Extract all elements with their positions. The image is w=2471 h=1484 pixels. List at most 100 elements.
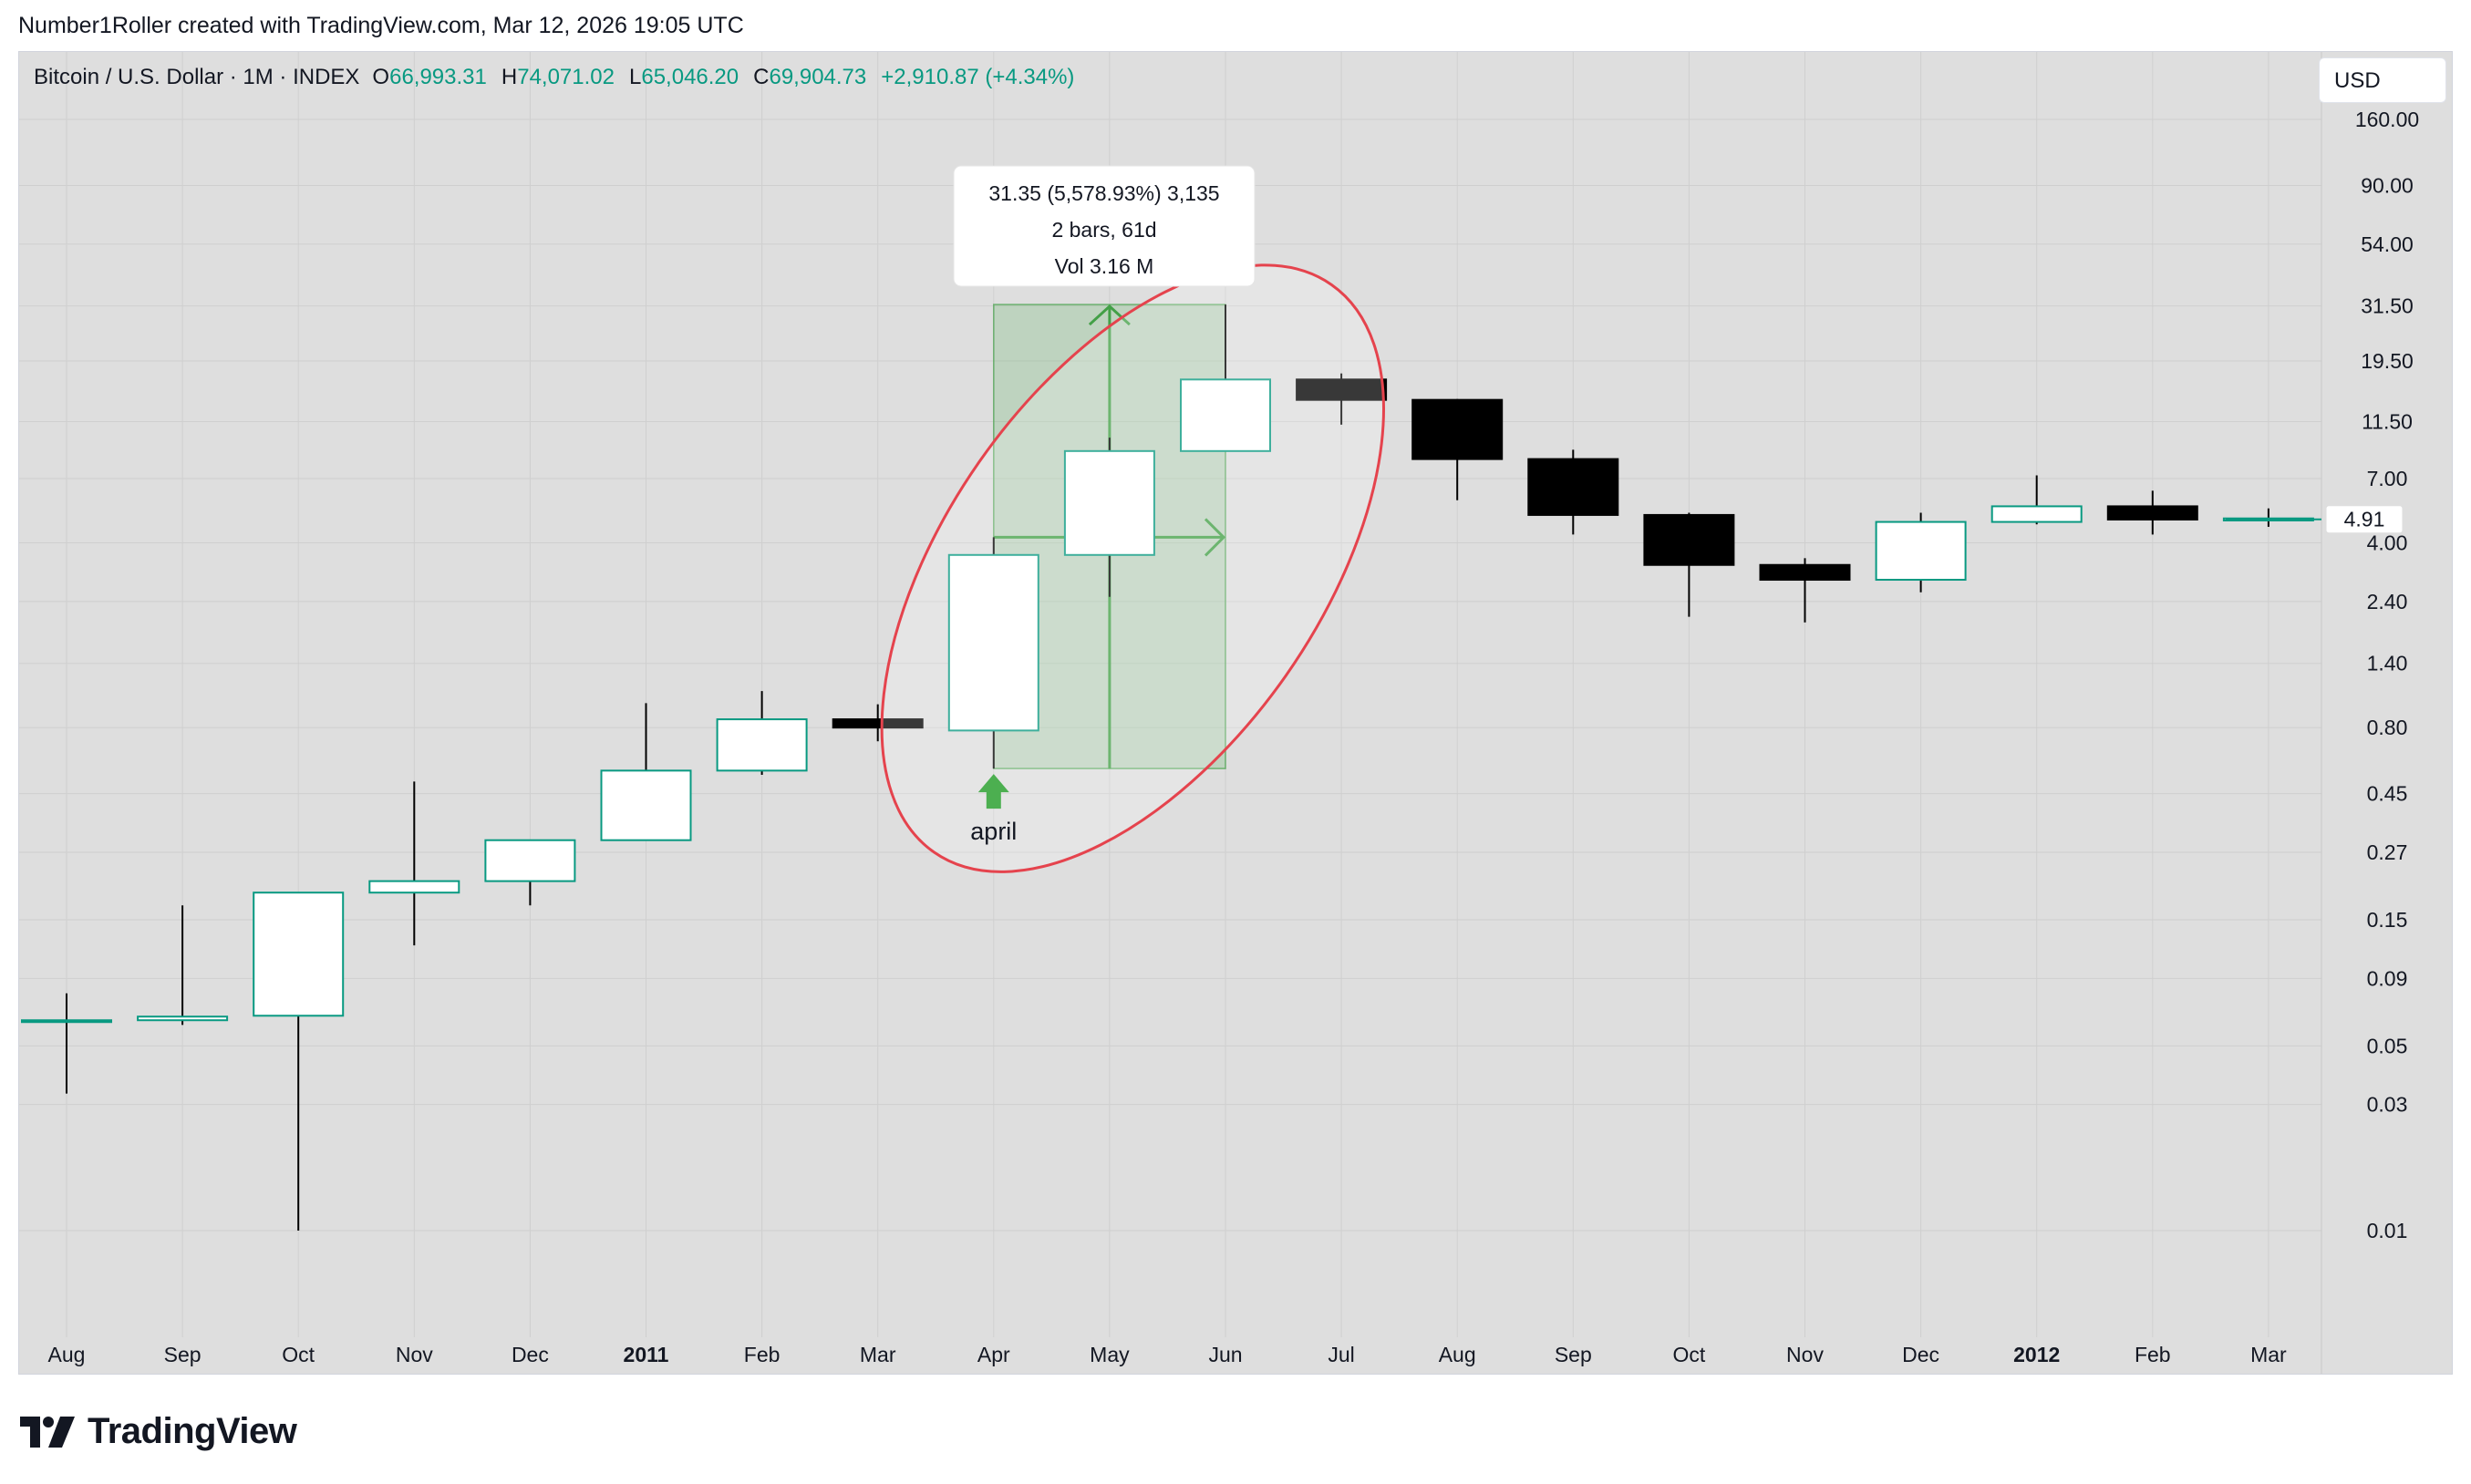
time-tick-label: Mar (860, 1343, 896, 1366)
currency-button[interactable]: USD (2319, 57, 2446, 103)
time-tick-label: Jun (1208, 1343, 1242, 1366)
candle-2010-11[interactable] (368, 781, 460, 946)
candle-body-down[interactable] (1643, 513, 1735, 566)
candle-2011-01[interactable] (600, 703, 692, 841)
candle-2010-09[interactable] (137, 905, 229, 1025)
candle-body-down[interactable] (1527, 458, 1619, 516)
candle-body-up[interactable] (947, 553, 1039, 732)
price-tick-label: 0.45 (2367, 782, 2408, 806)
candle-2011-12[interactable] (1875, 512, 1967, 593)
candle-body-up[interactable] (600, 769, 692, 841)
price-tick-label: 0.09 (2367, 966, 2408, 990)
candle-body-up[interactable] (368, 880, 460, 894)
candle-2011-10[interactable] (1643, 512, 1735, 617)
time-tick-label: Feb (744, 1343, 781, 1366)
price-tick-label: 31.50 (2361, 294, 2414, 318)
low-value: 65,046.20 (641, 65, 739, 89)
time-tick-label: 2012 (2013, 1343, 2060, 1366)
price-tick-label: 0.80 (2367, 716, 2408, 739)
time-tick-label: Oct (282, 1343, 315, 1366)
price-tick-label: 0.05 (2367, 1034, 2408, 1057)
price-tick-label: 19.50 (2361, 349, 2414, 373)
chart-attribution: Number1Roller created with TradingView.c… (18, 13, 744, 38)
price-tick-label: 2.40 (2367, 590, 2408, 613)
brand-footer[interactable]: TradingView (20, 1411, 297, 1452)
candle-2010-12[interactable] (484, 839, 576, 906)
low-label: L (629, 65, 642, 89)
highlight-ellipse[interactable] (781, 178, 1484, 960)
last-price-label: 4.91 (2344, 508, 2385, 531)
price-tick-label: 0.15 (2367, 908, 2408, 932)
candle-2012-01[interactable] (1990, 475, 2083, 525)
april-annotation[interactable]: april (970, 774, 1017, 845)
price-tick-label: 11.50 (2362, 410, 2413, 434)
candle-2011-07[interactable] (1296, 373, 1388, 425)
close-value: 69,904.73 (769, 65, 867, 89)
candle-body-up[interactable] (716, 718, 808, 772)
price-tick-label: 0.01 (2367, 1219, 2408, 1242)
candle-body-up[interactable] (484, 839, 576, 882)
candle-body-down[interactable] (1296, 378, 1388, 401)
candle-2011-03[interactable] (832, 704, 924, 742)
time-tick-label: Aug (1439, 1343, 1476, 1366)
candle-2011-06[interactable] (1180, 304, 1271, 452)
candle-2011-09[interactable] (1527, 449, 1619, 535)
candle-2011-02[interactable] (716, 691, 808, 776)
highlight-ellipse-shape[interactable] (781, 178, 1484, 960)
open-label: O (372, 65, 390, 89)
time-tick-label: Sep (164, 1343, 202, 1366)
candle-2011-08[interactable] (1411, 398, 1504, 500)
time-tick-label: Apr (977, 1343, 1010, 1366)
candle-body-up[interactable] (21, 1019, 112, 1024)
annotation-label: april (970, 818, 1017, 845)
time-tick-label: Nov (1786, 1343, 1824, 1366)
tooltip-box (953, 165, 1256, 287)
time-tick-label: Sep (1555, 1343, 1592, 1366)
candle-body-down[interactable] (1411, 398, 1504, 460)
symbol-name: Bitcoin / U.S. Dollar · 1M · INDEX (34, 65, 360, 89)
candle-body-up[interactable] (1875, 520, 1967, 582)
last-price-tag (2325, 505, 2404, 534)
time-tick-label: Jul (1328, 1343, 1354, 1366)
price-axis[interactable]: 160.00 90.00 54.00 31.50 19.50 11.50 7.00 4.00 2… (2226, 108, 2419, 1242)
candle-body-up[interactable] (1180, 378, 1271, 452)
price-tick-label: 1.40 (2367, 652, 2408, 675)
tradingview-logo-icon (20, 1416, 75, 1448)
candles[interactable] (21, 304, 2314, 1231)
measure-arrowhead-up (1088, 304, 1131, 326)
time-tick-label: Oct (1673, 1343, 1706, 1366)
price-tick-label: 0.03 (2367, 1093, 2408, 1117)
candle-2011-04[interactable] (947, 537, 1039, 769)
tooltip-line-3: Vol 3.16 M (1055, 254, 1154, 278)
candle-2011-11[interactable] (1759, 558, 1851, 623)
high-label: H (501, 65, 518, 89)
price-tick-label: 90.00 (2361, 173, 2414, 197)
price-tick-label: 7.00 (2367, 467, 2408, 490)
candle-body-down[interactable] (832, 718, 924, 729)
candle-2012-02[interactable] (2106, 490, 2198, 535)
brand-name: TradingView (88, 1411, 297, 1451)
time-tick-label: Feb (2135, 1343, 2171, 1366)
candle-body-down[interactable] (1759, 563, 1851, 582)
candle-body-up[interactable] (137, 1015, 229, 1022)
chart-panel[interactable]: april 160.00 90.00 54.00 31.50 19.50 11.50 7.0… (18, 51, 2453, 1375)
time-tick-label: Aug (48, 1343, 86, 1366)
candle-body-up[interactable] (1063, 449, 1155, 556)
candle-body-up[interactable] (253, 891, 345, 1017)
measure-arrowhead-right (1204, 518, 1226, 557)
symbol-legend: Bitcoin / U.S. Dollar · 1M · INDEX O66,99… (34, 65, 1074, 90)
price-tick-label: 54.00 (2361, 232, 2414, 256)
candle-body-down[interactable] (2106, 505, 2198, 520)
candle-2010-08[interactable] (21, 993, 112, 1094)
candle-2010-10[interactable] (253, 891, 345, 1231)
candle-2011-05[interactable] (1063, 438, 1155, 597)
candlestick-chart[interactable]: april 160.00 90.00 54.00 31.50 19.50 11.50 7.0… (19, 52, 2452, 1374)
time-tick-label: May (1090, 1343, 1130, 1366)
time-axis[interactable]: Aug Sep Oct Nov Dec 2011 Feb Mar Apr May Jun Jul Aug… (48, 1343, 2288, 1366)
tooltip-line-2: 2 bars, 61d (1051, 218, 1156, 242)
time-tick-label: Mar (2250, 1343, 2287, 1366)
candle-body-up[interactable] (1990, 505, 2083, 523)
time-tick-label: Nov (396, 1343, 433, 1366)
price-tick-label: 0.27 (2367, 840, 2408, 864)
time-tick-label: Dec (512, 1343, 549, 1366)
